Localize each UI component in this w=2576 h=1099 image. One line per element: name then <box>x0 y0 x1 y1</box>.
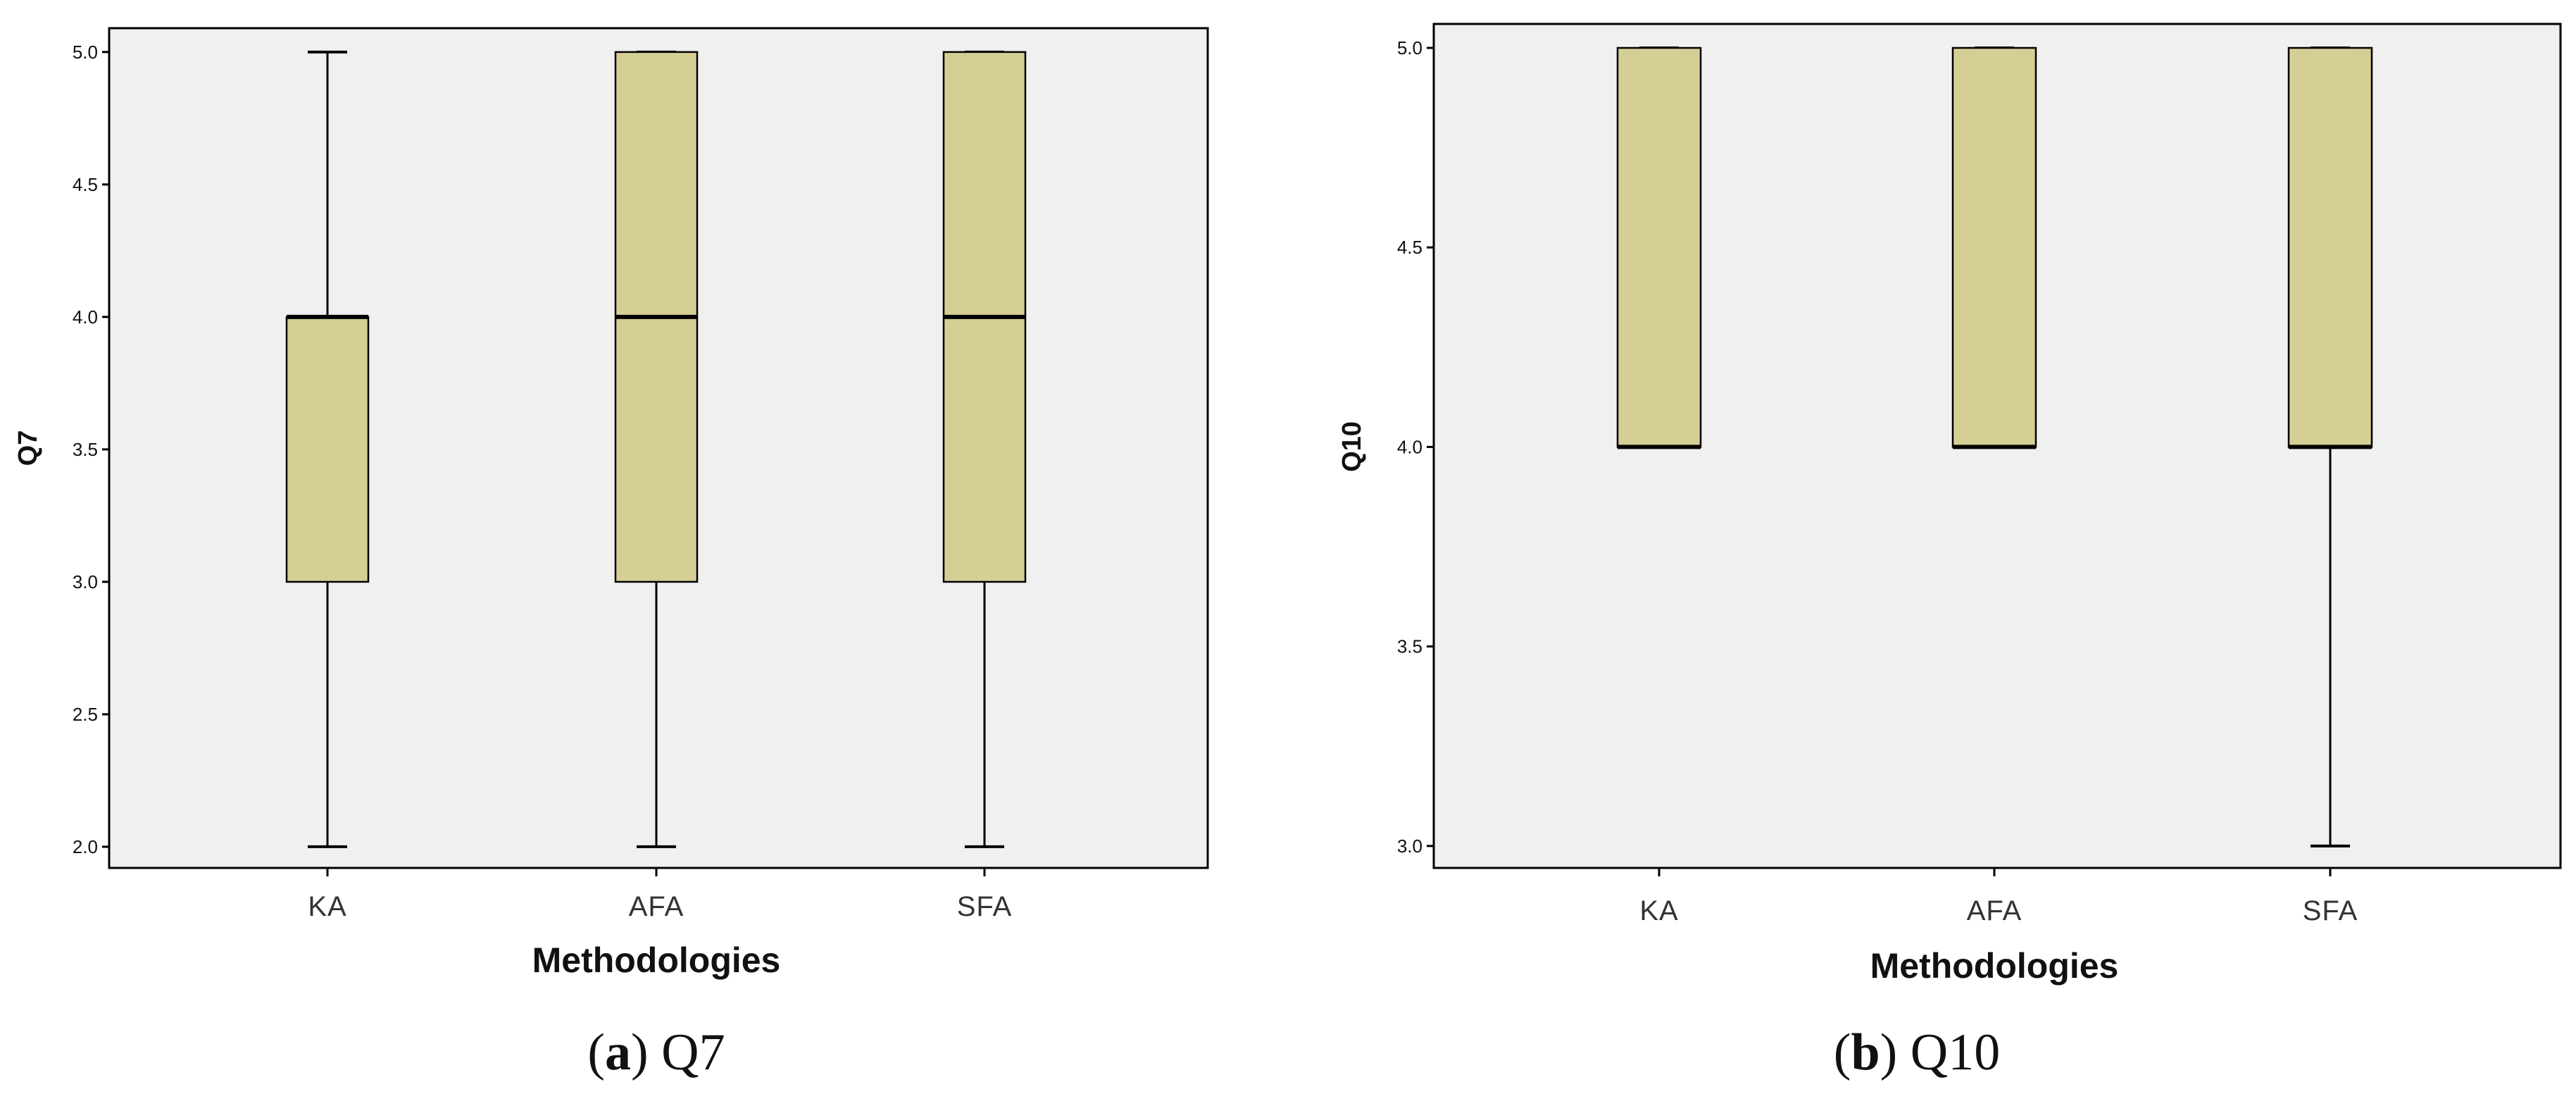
x-axis-labels-b: KA AFA SFA <box>1639 868 2358 926</box>
caption-text-a: Q7 <box>661 1024 725 1081</box>
caption-a: (a) Q7 <box>587 1024 725 1081</box>
y-tick-label-b-4: 5.0 <box>1397 37 1423 58</box>
y-tick-label-b-0: 3.0 <box>1397 836 1423 857</box>
chart-panel-b: 3.0 3.5 4.0 4.5 5.0 KA AFA SFA Q10 Methodologi… <box>1337 23 2562 1081</box>
y-tick-label-a-0: 2.0 <box>73 836 98 857</box>
y-axis-ticks-a: 2.0 2.5 3.0 3.5 4.0 4.5 5.0 <box>73 42 109 857</box>
x-tick-label-b-ka: KA <box>1639 895 1678 926</box>
y-tick-label-a-6: 5.0 <box>73 42 98 63</box>
box-a-afa <box>614 50 699 848</box>
caption-text-b: Q10 <box>1911 1024 2000 1081</box>
y-tick-label-a-5: 4.5 <box>73 174 98 195</box>
y-axis-ticks-b: 3.0 3.5 4.0 4.5 5.0 <box>1397 37 1434 857</box>
y-tick-label-b-1: 3.5 <box>1397 636 1423 657</box>
y-axis-title-b: Q10 <box>1337 421 1367 472</box>
iqr-box-b-ka <box>1616 46 1702 448</box>
boxes-b <box>1616 46 2373 847</box>
x-tick-label-b-sfa: SFA <box>2303 895 2358 926</box>
y-tick-label-b-3: 4.5 <box>1397 237 1423 258</box>
x-axis-title-a: Methodologies <box>532 940 781 980</box>
y-tick-label-a-2: 3.0 <box>73 571 98 592</box>
x-tick-label-b-afa: AFA <box>1967 895 2022 926</box>
box-b-afa <box>1951 46 2037 449</box>
box-a-ka <box>285 50 370 848</box>
y-axis-title-a: Q7 <box>13 430 43 466</box>
caption-b: (b) Q10 <box>1834 1024 2000 1081</box>
x-axis-title-b: Methodologies <box>1870 946 2119 986</box>
boxes-a <box>285 50 1027 848</box>
x-tick-label-a-sfa: SFA <box>957 891 1013 922</box>
caption-letter-b: b <box>1851 1024 1880 1081</box>
y-tick-label-a-3: 3.5 <box>73 439 98 460</box>
chart-panel-a: 2.0 2.5 3.0 3.5 4.0 4.5 5.0 KA AFA SFA Q7 Method… <box>13 27 1209 1081</box>
iqr-box-b-afa <box>1951 46 2037 448</box>
x-axis-labels-a: KA AFA SFA <box>308 868 1013 922</box>
y-tick-label-b-2: 4.0 <box>1397 436 1423 457</box>
iqr-box-b-sfa <box>2287 46 2373 448</box>
box-a-sfa <box>942 50 1027 848</box>
y-tick-label-a-4: 4.0 <box>73 306 98 328</box>
box-b-sfa <box>2287 46 2373 847</box>
x-tick-label-a-afa: AFA <box>629 891 684 922</box>
x-tick-label-a-ka: KA <box>308 891 346 922</box>
iqr-box-a-ka <box>285 316 370 583</box>
y-tick-label-a-1: 2.5 <box>73 704 98 725</box>
box-b-ka <box>1616 46 1702 449</box>
caption-letter-a: a <box>605 1024 631 1081</box>
